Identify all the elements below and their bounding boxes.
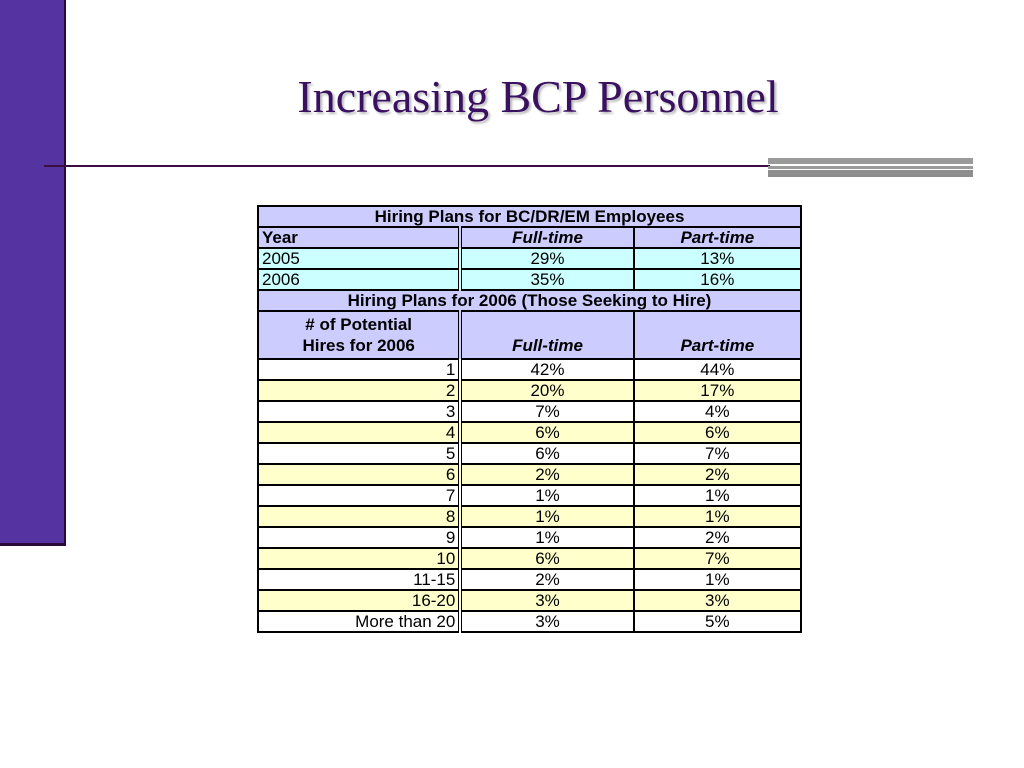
hires-count-cell: 8 (256, 505, 463, 528)
section1-title: Hiring Plans for BC/DR/EM Employees (257, 205, 802, 228)
hires-count-cell: 1 (256, 358, 463, 381)
column-header-part-time: Part-time (632, 226, 803, 249)
title-underline (44, 165, 770, 167)
table-row: 7 1% 1% (256, 484, 803, 507)
part-time-cell: 1% (632, 505, 803, 528)
full-time-cell: 1% (459, 526, 635, 549)
part-time-cell: 6% (632, 421, 803, 444)
table-row: 11-15 2% 1% (256, 568, 803, 591)
full-time-cell: 6% (459, 442, 635, 465)
hires-count-cell: 11-15 (256, 568, 463, 591)
table-row: 4 6% 6% (256, 421, 803, 444)
table-row: 2 20% 17% (256, 379, 803, 402)
part-time-cell: 4% (632, 400, 803, 423)
full-time-cell: 42% (459, 358, 635, 381)
table-row: 5 6% 7% (256, 442, 803, 465)
table-header-row: Year Full-time Part-time (256, 226, 803, 249)
table-row: 3 7% 4% (256, 400, 803, 423)
part-time-cell: 44% (632, 358, 803, 381)
table-row: More than 20 3% 5% (256, 610, 803, 633)
table-row: 10 6% 7% (256, 547, 803, 570)
part-time-cell: 7% (632, 442, 803, 465)
part-time-cell: 2% (632, 463, 803, 486)
header-line: # of Potential (305, 315, 413, 334)
full-time-cell: 1% (459, 484, 635, 507)
full-time-cell: 6% (459, 547, 635, 570)
part-time-cell: 17% (632, 379, 803, 402)
table-row: 2005 29% 13% (256, 247, 803, 270)
part-time-cell: 16% (632, 268, 803, 291)
slide-title: Increasing BCP Personnel (297, 71, 779, 122)
column-header-potential-hires: # of Potential Hires for 2006 (256, 310, 463, 360)
table-header-row: # of Potential Hires for 2006 Full-time P… (256, 310, 803, 360)
hires-count-cell: 4 (256, 421, 463, 444)
part-time-cell: 13% (632, 247, 803, 270)
part-time-cell: 5% (632, 610, 803, 633)
section2-title: Hiring Plans for 2006 (Those Seeking to … (257, 289, 802, 312)
column-header-full-time: Full-time (459, 310, 635, 360)
hires-count-cell: 2 (256, 379, 463, 402)
part-time-cell: 3% (632, 589, 803, 612)
part-time-cell: 2% (632, 526, 803, 549)
hires-count-cell: 5 (256, 442, 463, 465)
table-section-header: Hiring Plans for 2006 (Those Seeking to … (257, 289, 802, 312)
header-line: Hires for 2006 (302, 336, 415, 355)
full-time-cell: 1% (459, 505, 635, 528)
full-time-cell: 2% (459, 568, 635, 591)
column-header-part-time: Part-time (632, 310, 803, 360)
table-row: 2006 35% 16% (256, 268, 803, 291)
left-accent-bar (0, 0, 66, 546)
table-section-header: Hiring Plans for BC/DR/EM Employees (257, 205, 802, 228)
full-time-cell: 35% (459, 268, 635, 291)
hires-count-cell: 10 (256, 547, 463, 570)
table-row: 6 2% 2% (256, 463, 803, 486)
full-time-cell: 3% (459, 589, 635, 612)
full-time-cell: 3% (459, 610, 635, 633)
hires-count-cell: 7 (256, 484, 463, 507)
hiring-plans-table: Hiring Plans for BC/DR/EM Employees Year… (256, 205, 803, 633)
hires-count-cell: 9 (256, 526, 463, 549)
table-row: 16-20 3% 3% (256, 589, 803, 612)
full-time-cell: 2% (459, 463, 635, 486)
title-underline-accent (768, 158, 973, 178)
column-header-full-time: Full-time (459, 226, 635, 249)
hires-count-cell: More than 20 (256, 610, 463, 633)
table-row: 8 1% 1% (256, 505, 803, 528)
hires-count-cell: 16-20 (256, 589, 463, 612)
full-time-cell: 6% (459, 421, 635, 444)
part-time-cell: 1% (632, 484, 803, 507)
full-time-cell: 7% (459, 400, 635, 423)
year-cell: 2005 (256, 247, 463, 270)
full-time-cell: 29% (459, 247, 635, 270)
table-row: 1 42% 44% (256, 358, 803, 381)
full-time-cell: 20% (459, 379, 635, 402)
hires-count-cell: 6 (256, 463, 463, 486)
column-header-year: Year (256, 226, 463, 249)
hires-count-cell: 3 (256, 400, 463, 423)
part-time-cell: 7% (632, 547, 803, 570)
year-cell: 2006 (256, 268, 463, 291)
part-time-cell: 1% (632, 568, 803, 591)
table-row: 9 1% 2% (256, 526, 803, 549)
